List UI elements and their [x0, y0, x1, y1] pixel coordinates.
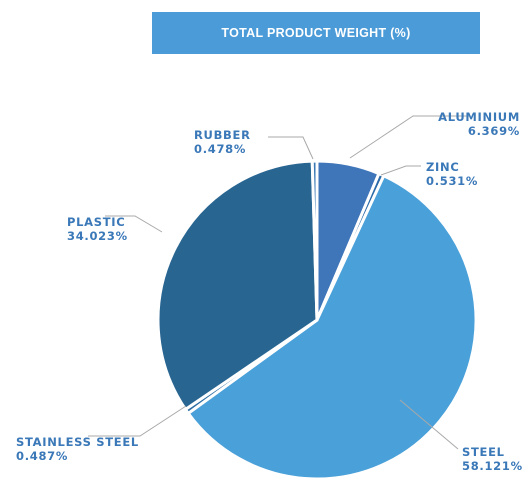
- label-aluminium: ALUMINIUM 6.369%: [438, 110, 520, 138]
- leader-aluminium: [349, 115, 470, 159]
- leader-plastic: [105, 215, 163, 233]
- label-steel: STEEL 58.121%: [462, 445, 523, 473]
- label-stainless-steel: STAINLESS STEEL 0.487%: [16, 435, 139, 463]
- pie-slice-plastic: [156, 159, 319, 411]
- label-zinc-value: 0.531%: [426, 174, 479, 188]
- label-plastic-name: PLASTIC: [67, 215, 126, 229]
- label-rubber-name: RUBBER: [194, 128, 251, 142]
- label-aluminium-name: ALUMINIUM: [438, 110, 520, 124]
- label-rubber-value: 0.478%: [194, 142, 247, 156]
- label-plastic: PLASTIC 34.023%: [67, 215, 128, 243]
- label-steel-value: 58.121%: [462, 459, 523, 473]
- leader-rubber: [268, 136, 314, 160]
- label-zinc-name: ZINC: [426, 160, 460, 174]
- label-zinc: ZINC 0.531%: [426, 160, 478, 188]
- label-aluminium-value: 6.369%: [467, 124, 520, 138]
- leader-zinc: [380, 165, 421, 176]
- leader-steel: [399, 399, 459, 450]
- label-stainless-steel-value: 0.487%: [16, 449, 69, 463]
- label-rubber: RUBBER 0.478%: [194, 128, 251, 156]
- leader-stainless-steel: [88, 405, 187, 437]
- label-steel-name: STEEL: [462, 445, 505, 459]
- pie-slice-rubber: [310, 159, 319, 322]
- label-stainless-steel-name: STAINLESS STEEL: [16, 435, 139, 449]
- label-plastic-value: 34.023%: [67, 229, 128, 243]
- chart-title: TOTAL PRODUCT WEIGHT (%): [221, 26, 411, 40]
- chart-title-banner: TOTAL PRODUCT WEIGHT (%): [152, 12, 480, 54]
